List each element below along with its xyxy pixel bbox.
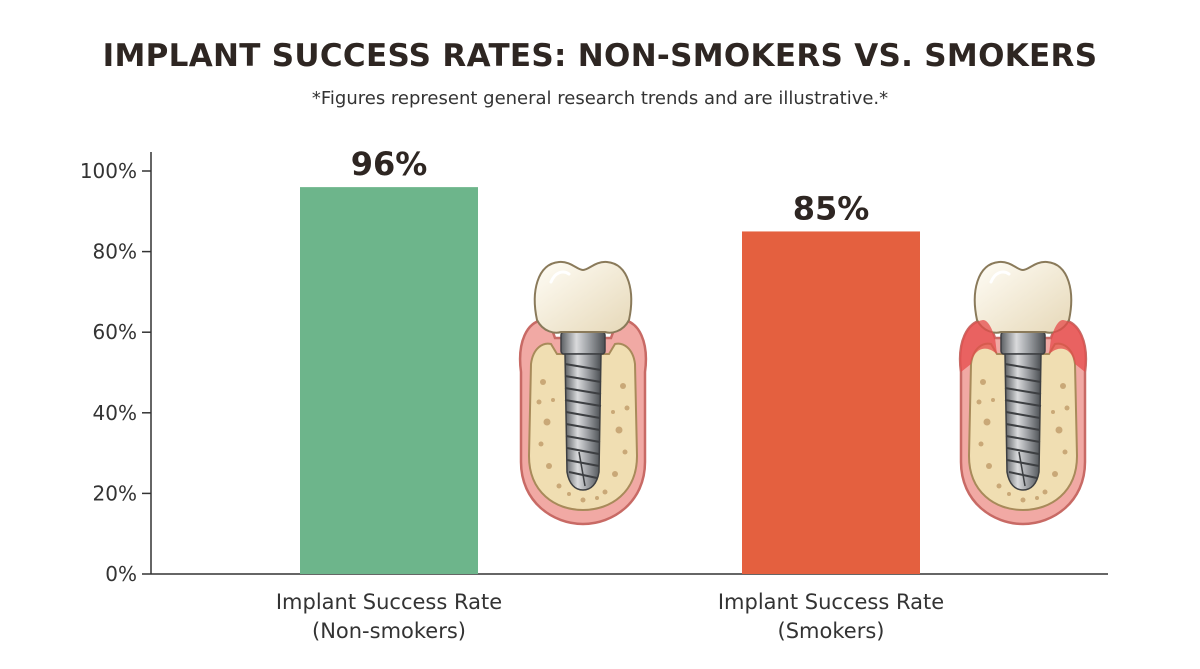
category-labels: Implant Success Rate (Non-smokers) Implant… (276, 590, 944, 643)
value-labels: 96% 85% (351, 145, 870, 227)
category-label: (Smokers) (778, 619, 885, 643)
y-tick-label: 100% (80, 159, 137, 183)
y-tick-label: 60% (93, 320, 137, 344)
value-label: 85% (793, 189, 870, 227)
y-tick-label: 80% (93, 240, 137, 264)
y-tick-label: 20% (93, 481, 137, 505)
y-tick-label: 40% (93, 401, 137, 425)
chart-title: IMPLANT SUCCESS RATES: NON-SMOKERS VS. S… (102, 38, 1098, 74)
bars (300, 187, 920, 574)
healthy-implant-icon (518, 260, 648, 526)
category-label: Implant Success Rate (718, 590, 944, 614)
chart-subtitle: *Figures represent general research tren… (311, 88, 889, 109)
bar-smokers (742, 231, 920, 574)
bar-non-smokers (300, 187, 478, 574)
inflamed-implant-icon (958, 260, 1088, 526)
y-tick-label: 0% (105, 562, 137, 586)
category-label: Implant Success Rate (276, 590, 502, 614)
value-label: 96% (351, 145, 428, 183)
y-axis-ticks: 0% 20% 40% 60% 80% 100% (80, 159, 151, 586)
category-label: (Non-smokers) (312, 619, 466, 643)
